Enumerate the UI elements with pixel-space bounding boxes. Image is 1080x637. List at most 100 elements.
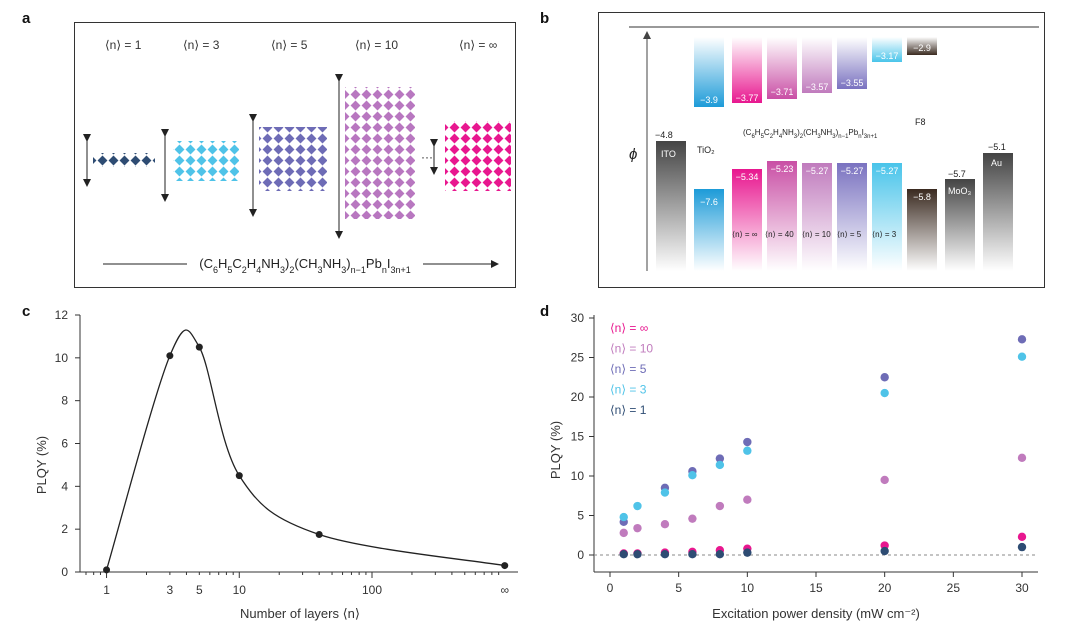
chart-d: PLQY (%) Excitation power density (mW cm…	[548, 311, 1038, 621]
cb-n3	[872, 37, 902, 62]
cb-n5	[837, 37, 867, 89]
c-data-point	[315, 531, 323, 539]
d-data-point	[688, 471, 697, 480]
c-x-tick-label: 100	[362, 583, 382, 597]
lattice-n10	[345, 87, 415, 219]
panel-a-frame: ⟨n⟩ = 1 ⟨n⟩ = 3 ⟨n⟩ = 5 ⟨n⟩ = 10 ⟨n⟩ = ∞…	[74, 22, 516, 288]
c-y-tick-label: 10	[55, 351, 69, 365]
d-data-point	[1017, 453, 1027, 463]
lattice-n1	[93, 153, 155, 167]
cb-f8	[907, 37, 937, 55]
d-legend-entry: ⟨n⟩ = 10	[610, 342, 653, 356]
panel-b-label: b	[540, 10, 550, 27]
c-data-point	[501, 562, 509, 570]
d-x-tick-label: 10	[741, 581, 755, 595]
c-y-tick-label: 2	[61, 522, 68, 536]
c-y-tick-label: 6	[61, 437, 68, 451]
formula-b: (C6H5C2H4NH3)2(CH3NH3)n−1PbnI3n+1	[743, 128, 878, 140]
d-x-tick-label: 20	[878, 581, 892, 595]
band-au	[983, 153, 1013, 271]
band-ito	[656, 141, 686, 271]
tio2-label: TiO₂	[697, 145, 715, 155]
au-value: −5.1	[988, 142, 1006, 152]
vb-ninf-value: −5.34	[736, 172, 759, 182]
d-data-point	[660, 519, 670, 529]
c-data-point	[235, 472, 243, 480]
vb-f8	[907, 189, 937, 271]
d-legend-entry: ⟨n⟩ = 5	[610, 362, 647, 376]
ellipsis: ···	[421, 150, 433, 164]
d-legend-entry: ⟨n⟩ = ∞	[610, 321, 648, 335]
d-data-point	[743, 446, 752, 455]
phi-axis-symbol: ϕ	[629, 146, 637, 163]
cb-n5-value: −3.55	[841, 78, 864, 88]
d-data-point	[688, 514, 697, 523]
vb-n5-value: −5.27	[841, 166, 864, 176]
c-x-tick-label: 5	[196, 583, 203, 597]
cb-f8-value: −2.9	[913, 43, 931, 53]
n-label-3: ⟨n⟩ = 3	[183, 38, 220, 52]
d-data-point	[880, 388, 889, 398]
c-data-point	[195, 343, 203, 351]
vb-ninf	[732, 169, 762, 271]
d-y-tick-label: 30	[571, 311, 585, 325]
d-y-tick-label: 25	[571, 351, 585, 365]
au-label: Au	[991, 158, 1002, 168]
d-x-tick-label: 5	[675, 581, 682, 595]
d-data-point	[619, 512, 628, 522]
panel-b-frame: ϕ −3.9 −3.77 −3.71 −3.57 −3.55 −3.17 −2.…	[598, 12, 1045, 288]
vb-f8-value: −5.8	[913, 192, 931, 202]
cb-n40-value: −3.71	[771, 87, 794, 97]
cb-tio2	[694, 37, 724, 107]
vb-n40	[767, 161, 797, 271]
panel-a-diagram: ⟨n⟩ = 1 ⟨n⟩ = 3 ⟨n⟩ = 5 ⟨n⟩ = 10 ⟨n⟩ = ∞…	[83, 38, 511, 275]
c-data-point	[103, 566, 111, 574]
vb-n3-value: −5.27	[876, 166, 899, 176]
f8-label: F8	[915, 117, 926, 127]
bottom-label-n40: ⟨n⟩ = 40	[765, 230, 794, 239]
d-data-point	[1017, 352, 1027, 361]
cb-ninf-value: −3.77	[736, 93, 759, 103]
n-label-10: ⟨n⟩ = 10	[355, 38, 398, 52]
cb-ninf	[732, 37, 762, 103]
moo3-label: MoO₃	[948, 186, 972, 196]
d-data-point	[1017, 532, 1027, 542]
lattice-n3	[173, 141, 239, 181]
d-data-point	[619, 528, 628, 538]
d-data-point	[633, 501, 642, 511]
ito-value: −4.8	[655, 130, 673, 140]
c-x-axis-label: Number of layers ⟨n⟩	[240, 606, 360, 621]
n-label-1: ⟨n⟩ = 1	[105, 38, 142, 52]
n-label-5: ⟨n⟩ = 5	[271, 38, 308, 52]
d-y-tick-label: 15	[571, 430, 585, 444]
panel-c-label: c	[22, 303, 31, 320]
d-data-point	[660, 488, 670, 497]
bottom-label-ninf: ⟨n⟩ = ∞	[732, 230, 758, 239]
d-data-point	[715, 550, 725, 559]
d-x-tick-label: 0	[607, 581, 614, 595]
d-data-point	[633, 550, 642, 559]
d-x-axis-label: Excitation power density (mW cm⁻²)	[712, 606, 920, 621]
d-data-point	[633, 523, 642, 533]
panel-a-label: a	[22, 10, 31, 27]
d-legend-entry: ⟨n⟩ = 3	[610, 383, 647, 397]
d-data-point	[688, 550, 697, 559]
bottom-label-n5: ⟨n⟩ = 5	[837, 230, 862, 239]
cb-n3-value: −3.17	[876, 51, 899, 61]
d-y-axis-label: PLQY (%)	[548, 421, 563, 479]
vb-n10-value: −5.27	[806, 166, 829, 176]
c-y-axis-label: PLQY (%)	[34, 436, 49, 494]
cb-n40	[767, 37, 797, 99]
cb-tio2-value: −3.9	[700, 95, 718, 105]
d-data-point	[1017, 335, 1027, 344]
c-y-tick-label: 12	[55, 308, 69, 322]
cb-n10-value: −3.57	[806, 82, 829, 92]
lattice-n5	[259, 127, 327, 191]
lattice-ninf	[445, 121, 511, 191]
d-data-point	[743, 437, 752, 447]
chart-c: PLQY (%) Number of layers ⟨n⟩ 0 2 4 6 8 10 12 1…	[34, 308, 518, 621]
d-data-point	[1017, 542, 1027, 552]
d-data-point	[880, 475, 889, 485]
vb-n40-value: −5.23	[771, 164, 794, 174]
d-x-tick-label: 15	[809, 581, 823, 595]
